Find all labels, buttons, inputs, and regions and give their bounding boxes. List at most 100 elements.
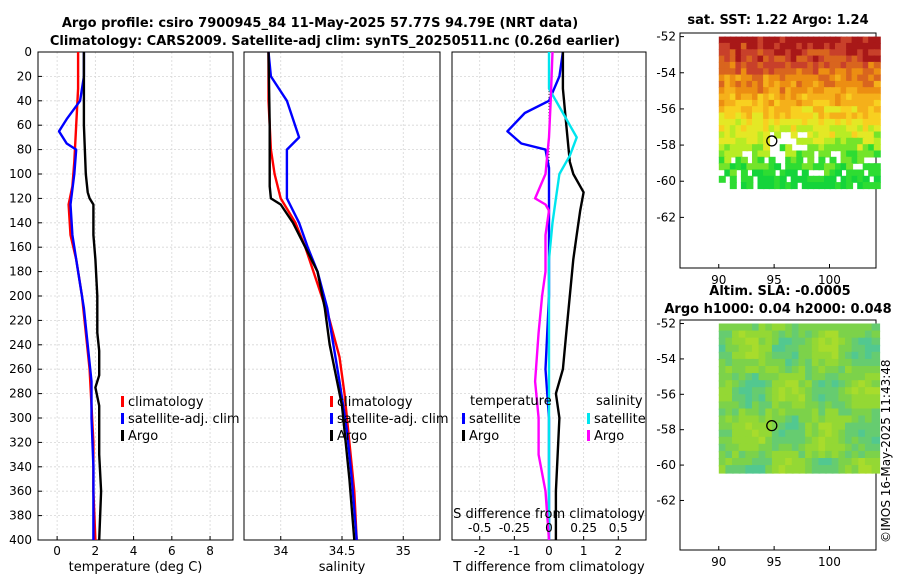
sla-cell	[752, 366, 761, 375]
sla-cell	[745, 387, 754, 396]
sla-cell	[811, 330, 821, 340]
sst-cell	[796, 175, 804, 183]
sla-cell	[778, 394, 788, 403]
sst-cell	[873, 49, 881, 57]
sst-cell	[812, 125, 820, 133]
sst-cell	[851, 169, 859, 177]
sst-cell	[724, 137, 732, 145]
sla-cell	[738, 429, 748, 439]
sla-cell	[838, 330, 847, 340]
sla-cell	[851, 394, 861, 403]
sst-cell	[757, 131, 765, 139]
sst-cell	[835, 74, 842, 82]
sst-cell	[846, 68, 854, 76]
sst-cell	[818, 125, 826, 133]
sst-cell	[774, 118, 782, 126]
sst-cell	[768, 125, 776, 133]
sla-cell	[771, 415, 781, 424]
sla-cell	[758, 422, 768, 432]
sla-cell	[718, 351, 728, 361]
sst-cell	[746, 93, 754, 101]
sla-cell	[738, 344, 748, 354]
map-y-tick-label: -58	[656, 423, 676, 437]
sst-cell	[752, 156, 759, 164]
sst-cell	[851, 99, 859, 107]
sst-cell	[785, 112, 793, 120]
sst-cell	[835, 49, 842, 57]
sla-cell	[818, 394, 827, 403]
sst-cell	[752, 112, 759, 120]
sla-cell	[745, 344, 754, 354]
sla-cell	[838, 443, 847, 453]
sla-cell	[805, 358, 814, 368]
sst-cell	[873, 55, 881, 63]
sst-cell	[785, 42, 793, 50]
sst-cell	[718, 137, 726, 145]
sla-cell	[831, 330, 841, 340]
sla-cell	[778, 337, 788, 347]
sla-cell	[851, 366, 861, 375]
sla-cell	[758, 330, 768, 340]
sla-cell	[825, 450, 834, 460]
sst-cell	[790, 36, 798, 44]
sla-cell	[838, 358, 847, 368]
sst-cell	[729, 175, 737, 183]
sst-cell	[768, 61, 776, 69]
x-axis-label: salinity	[319, 560, 366, 575]
sst-cell	[812, 68, 820, 76]
sla-cell	[838, 344, 847, 354]
sst-cell	[790, 118, 798, 126]
sst-cell	[740, 175, 748, 183]
sla-cell	[811, 394, 821, 403]
sst-cell	[807, 61, 815, 69]
sst-cell	[785, 87, 793, 95]
sst-cell	[785, 80, 793, 88]
sst-cell	[835, 93, 842, 101]
legend-title-temperature: temperature	[470, 394, 552, 409]
sst-cell	[873, 36, 881, 44]
sla-cell	[831, 450, 841, 460]
sla-cell	[818, 408, 827, 417]
sst-cell	[824, 175, 831, 183]
sst-cell	[873, 93, 881, 101]
sla-cell	[858, 458, 867, 467]
sla-cell	[831, 415, 841, 424]
sla-cell	[732, 443, 741, 453]
sst-cell	[818, 80, 826, 88]
sst-cell	[829, 112, 837, 120]
sla-cell	[778, 422, 788, 432]
sst-cell	[774, 112, 782, 120]
sla-cell	[718, 401, 728, 410]
sla-cell	[725, 415, 734, 424]
sst-cell	[740, 106, 748, 114]
sla-cell	[798, 373, 807, 382]
sla-cell	[871, 337, 881, 347]
map-x-tick-label: 95	[766, 273, 781, 287]
x2-axis-label: S difference from climatology	[453, 507, 645, 522]
sst-cell	[829, 36, 837, 44]
sla-cell	[825, 422, 834, 432]
sst-cell	[735, 93, 743, 101]
sst-cell	[718, 156, 726, 164]
sst-cell	[729, 118, 737, 126]
sst-cell	[718, 80, 726, 88]
sst-cell	[851, 93, 859, 101]
sla-cell	[771, 387, 781, 396]
map-y-tick-label: -54	[656, 66, 676, 80]
sst-cell	[740, 112, 748, 120]
legend-label: Argo	[128, 429, 158, 444]
sla-cell	[725, 436, 734, 446]
sst-cell	[835, 42, 842, 50]
sla-cell	[798, 415, 807, 424]
sst-cell	[807, 125, 815, 133]
sla-cell	[732, 436, 741, 446]
sla-cell	[811, 450, 821, 460]
sla-cell	[732, 422, 741, 432]
sla-cell	[791, 436, 801, 446]
sla-cell	[805, 373, 814, 382]
sst-cell	[801, 49, 809, 57]
sst-cell	[724, 49, 732, 57]
sla-cell	[778, 323, 788, 332]
sst-cell	[740, 182, 748, 190]
sst-cell	[779, 80, 787, 88]
